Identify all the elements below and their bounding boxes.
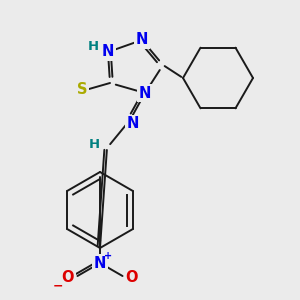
- Text: N: N: [139, 85, 151, 100]
- Text: S: S: [77, 82, 87, 97]
- Text: N: N: [102, 44, 114, 59]
- Text: N: N: [136, 32, 148, 47]
- Text: O: O: [126, 271, 138, 286]
- Text: O: O: [62, 271, 74, 286]
- Text: N: N: [127, 116, 139, 131]
- Text: +: +: [104, 251, 112, 261]
- Text: N: N: [94, 256, 106, 271]
- Text: H: H: [88, 139, 100, 152]
- Text: −: −: [53, 280, 63, 292]
- Text: H: H: [87, 40, 99, 53]
